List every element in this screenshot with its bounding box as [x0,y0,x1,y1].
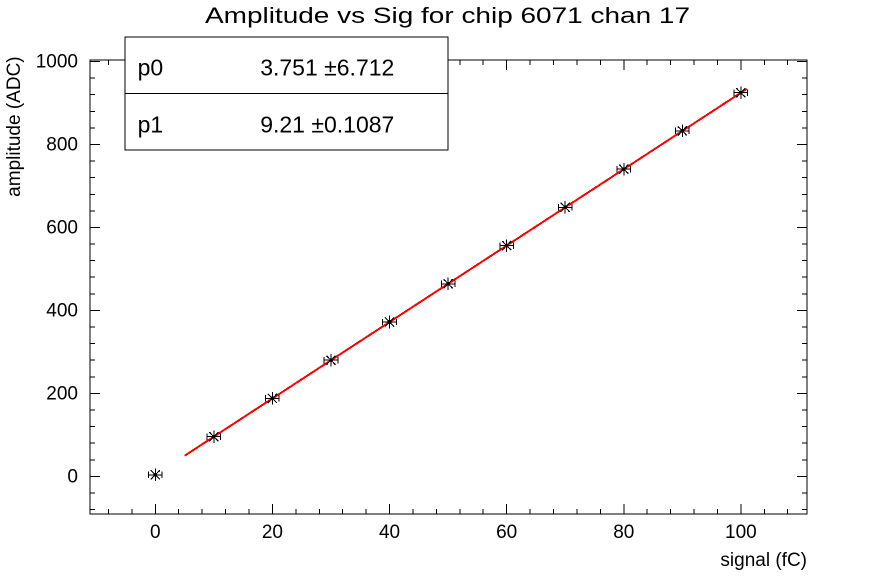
svg-text:p1: p1 [138,111,164,137]
svg-text:signal (fC): signal (fC) [720,550,807,571]
svg-text:Amplitude vs Sig for chip 6071: Amplitude vs Sig for chip 6071 chan 17 [205,3,690,28]
svg-text:60: 60 [496,522,517,543]
svg-text:0: 0 [67,466,78,487]
svg-text:100: 100 [725,522,757,543]
svg-text:1000: 1000 [36,52,78,73]
svg-text:200: 200 [46,383,78,404]
svg-text:600: 600 [46,217,78,238]
svg-text:40: 40 [379,522,400,543]
svg-text:80: 80 [613,522,634,543]
svg-text:p0: p0 [138,55,164,81]
svg-text:amplitude (ADC): amplitude (ADC) [4,56,25,196]
svg-text:3.751 ±6.712: 3.751 ±6.712 [260,55,394,81]
svg-text:20: 20 [262,522,283,543]
svg-text:9.21 ±0.1087: 9.21 ±0.1087 [260,111,394,137]
svg-text:800: 800 [46,134,78,155]
svg-text:400: 400 [46,300,78,321]
svg-text:0: 0 [150,522,161,543]
